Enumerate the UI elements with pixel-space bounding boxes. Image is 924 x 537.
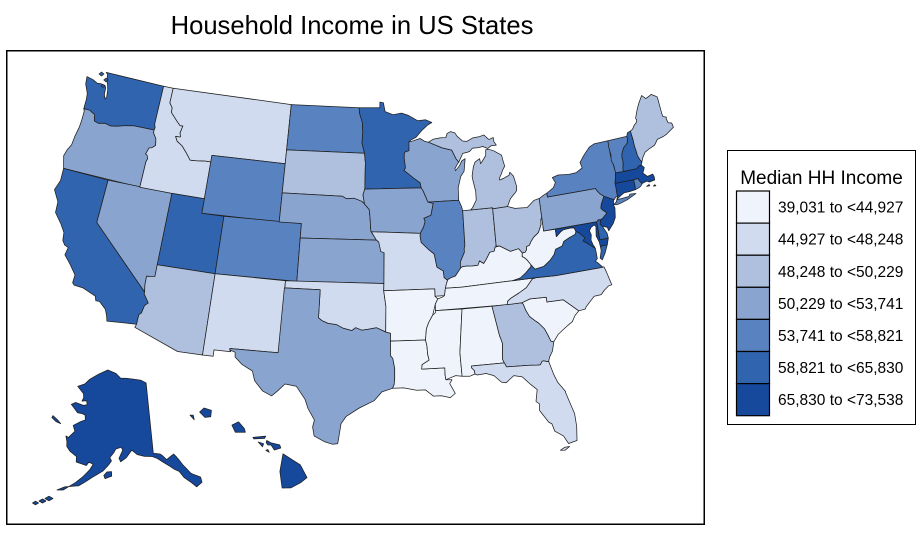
- svg-text:50,229 to <53,741: 50,229 to <53,741: [778, 296, 903, 313]
- svg-text:Household Income in US States: Household Income in US States: [171, 12, 534, 40]
- svg-text:Median HH Income: Median HH Income: [740, 168, 903, 189]
- svg-text:39,031 to <44,927: 39,031 to <44,927: [778, 200, 903, 217]
- svg-text:44,927 to <48,248: 44,927 to <48,248: [778, 232, 903, 249]
- svg-text:53,741 to <58,821: 53,741 to <58,821: [778, 328, 903, 345]
- svg-text:48,248 to <50,229: 48,248 to <50,229: [778, 264, 903, 281]
- svg-text:65,830 to <73,538: 65,830 to <73,538: [778, 392, 903, 409]
- svg-text:58,821 to <65,830: 58,821 to <65,830: [778, 360, 904, 377]
